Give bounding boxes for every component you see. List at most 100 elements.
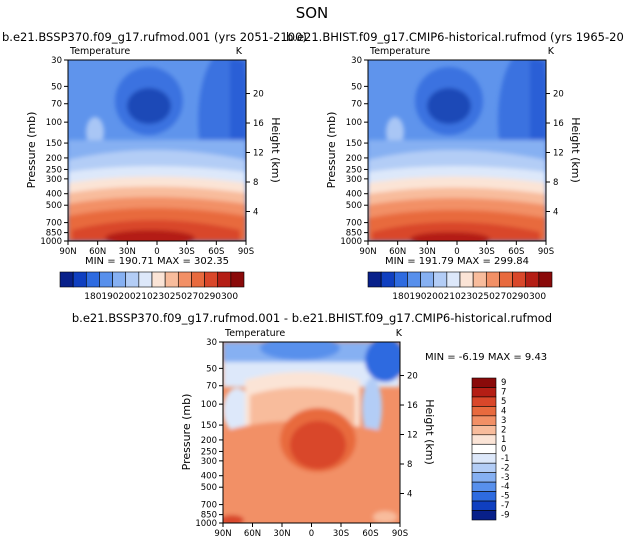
panel2-units-label: K [548, 46, 555, 57]
latitude-tick-label: 90N [214, 529, 231, 539]
colorbar-swatch [407, 271, 421, 288]
colorbar-swatch [471, 481, 497, 492]
colorbar-swatch [112, 271, 127, 288]
colorbar-label: 290 [512, 292, 529, 302]
colorbar-swatch [191, 271, 205, 288]
colorbar-swatch [433, 271, 448, 288]
colorbar-swatch [499, 271, 513, 288]
pressure-tick-label: 250 [346, 165, 362, 175]
latitude-tick-label: 30S [179, 247, 195, 257]
latitude-tick-label: 60S [362, 529, 378, 539]
panel3-ylabel-right: Height (km) [423, 399, 436, 465]
colorbar-swatch [525, 271, 540, 288]
pressure-tick-label: 150 [201, 421, 217, 431]
colorbar-label: 300 [529, 292, 546, 302]
colorbar-swatch [217, 271, 232, 288]
pressure-tick-label: 700 [46, 219, 62, 229]
panel1-ylabel: Pressure (mb) [25, 112, 38, 189]
pressure-tick-label: 300 [346, 175, 362, 185]
colorbar-swatch [204, 271, 219, 288]
pressure-tick-label: 50 [51, 82, 62, 92]
latitude-tick-label: 30N [273, 529, 290, 539]
pressure-tick-label: 200 [46, 154, 62, 164]
latitude-tick-label: 60N [244, 529, 261, 539]
pressure-tick-label: 100 [201, 400, 217, 410]
colorbar-label: -4 [501, 482, 509, 492]
colorbar-swatch [471, 472, 497, 483]
colorbar-label: 250 [170, 292, 187, 302]
pressure-tick-label: 150 [346, 139, 362, 149]
colorbar-swatch [471, 406, 497, 417]
colorbar-label: 190 [409, 292, 426, 302]
height-tick-label: 20 [407, 372, 418, 382]
pressure-tick-label: 850 [46, 229, 62, 239]
colorbar-label: 270 [187, 292, 204, 302]
colorbar-label: 5 [501, 397, 506, 407]
height-tick-label: 12 [253, 149, 264, 159]
pressure-tick-label: 100 [46, 118, 62, 128]
latitude-tick-label: 0 [154, 247, 159, 257]
height-tick-label: 8 [407, 460, 412, 470]
height-tick-label: 20 [253, 90, 264, 100]
panel3-variable-label: Temperature [224, 328, 285, 339]
colorbar-label: 1 [501, 435, 506, 445]
colorbar-label: 190 [101, 292, 118, 302]
colorbar-label: 4 [501, 407, 506, 417]
height-tick-label: 8 [553, 178, 558, 188]
pressure-tick-label: 1000 [340, 237, 362, 247]
colorbar-swatch [138, 271, 153, 288]
panel1-units-label: K [236, 46, 243, 57]
latitude-tick-label: 60S [208, 247, 224, 257]
panel3-contour-field [223, 342, 400, 523]
colorbar-swatch [512, 271, 527, 288]
height-tick-label: 12 [553, 149, 564, 159]
panel-historical: b.e21.BHIST.f09_g17.CMIP6-historical.ruf… [286, 30, 625, 302]
pressure-tick-label: 250 [201, 447, 217, 457]
height-tick-label: 16 [407, 401, 418, 411]
pressure-tick-label: 70 [51, 100, 62, 110]
latitude-tick-label: 90N [59, 247, 76, 257]
panel1-variable-label: Temperature [69, 46, 130, 57]
panel3-ylabel: Pressure (mb) [180, 394, 193, 471]
colorbar-label: 180 [84, 292, 101, 302]
panel3-stats: MIN = -6.19 MAX = 9.43 [425, 352, 547, 363]
colorbar-label: 230 [153, 292, 170, 302]
colorbar-swatch [151, 271, 166, 288]
pressure-tick-label: 850 [346, 229, 362, 239]
colorbar-swatch [367, 271, 382, 288]
colorbar-swatch [85, 271, 100, 288]
pressure-tick-label: 1000 [195, 519, 217, 529]
colorbar-swatch [99, 271, 113, 288]
colorbar-swatch [72, 271, 87, 288]
height-tick-label: 16 [553, 119, 564, 129]
pressure-tick-label: 30 [51, 56, 62, 66]
colorbar-swatch [393, 271, 408, 288]
panel2-ylabel-right: Height (km) [569, 117, 582, 183]
panel2-stats: MIN = 191.79 MAX = 299.84 [385, 256, 529, 267]
colorbar-swatch [471, 443, 497, 455]
colorbar-swatch [471, 387, 497, 398]
colorbar-swatch [538, 271, 553, 288]
pressure-tick-label: 30 [206, 338, 217, 348]
latitude-tick-label: 30N [419, 247, 436, 257]
pressure-tick-label: 1000 [40, 237, 62, 247]
colorbar-label: -3 [501, 473, 509, 483]
panel3-title: b.e21.BSSP370.f09_g17.rufmod.001 - b.e21… [72, 311, 552, 325]
colorbar-swatch [471, 462, 497, 473]
colorbar-label: 2 [501, 425, 506, 435]
colorbar-swatch [471, 434, 497, 445]
colorbar-swatch [125, 271, 140, 288]
season-title: SON [296, 4, 329, 22]
pressure-tick-label: 400 [346, 190, 362, 200]
height-tick-label: 8 [253, 178, 258, 188]
pressure-tick-label: 50 [351, 82, 362, 92]
height-tick-label: 16 [253, 119, 264, 129]
pressure-tick-label: 200 [346, 154, 362, 164]
colorbar-label: 200 [426, 292, 443, 302]
latitude-tick-label: 60N [389, 247, 406, 257]
panel3-units-label: K [396, 328, 403, 339]
panel1-title: b.e21.BSSP370.f09_g17.rufmod.001 (yrs 20… [2, 30, 307, 44]
pressure-tick-label: 500 [346, 201, 362, 211]
colorbar-label: 9 [501, 378, 506, 388]
